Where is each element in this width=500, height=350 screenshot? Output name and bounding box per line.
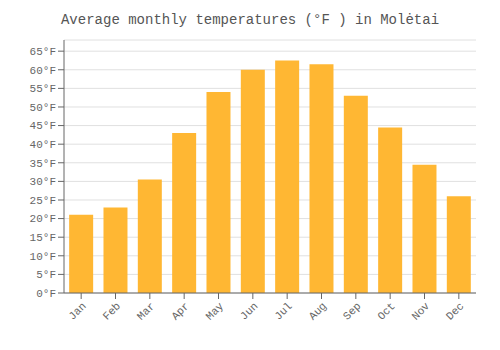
svg-text:25°F: 25°F [30,195,56,207]
svg-text:Mar: Mar [135,300,157,322]
svg-text:50°F: 50°F [30,102,56,114]
svg-text:Oct: Oct [375,300,397,322]
svg-text:Apr: Apr [169,300,191,322]
svg-text:Jul: Jul [272,300,294,322]
svg-text:65°F: 65°F [30,46,56,58]
html-text:Average monthly temperatures (: Average monthly temperatures (°F ) in Mo… [61,12,439,28]
svg-text:30°F: 30°F [30,176,56,188]
svg-text:40°F: 40°F [30,139,56,151]
svg-text:Nov: Nov [410,300,433,323]
svg-text:Sep: Sep [341,300,363,322]
svg-text:20°F: 20°F [30,213,56,225]
svg-text:60°F: 60°F [30,65,56,77]
svg-text:55°F: 55°F [30,83,56,95]
svg-text:0°F: 0°F [36,288,56,300]
svg-text:5°F: 5°F [36,269,56,281]
svg-text:45°F: 45°F [30,120,56,132]
svg-text:Jun: Jun [238,300,260,322]
svg-text:Jan: Jan [66,300,88,322]
svg-text:Feb: Feb [101,300,123,322]
svg-text:35°F: 35°F [30,158,56,170]
svg-text:Aug: Aug [307,300,329,322]
svg-text:Dec: Dec [444,300,466,322]
svg-text:15°F: 15°F [30,232,56,244]
svg-text:10°F: 10°F [30,251,56,263]
svg-text:May: May [204,300,227,323]
